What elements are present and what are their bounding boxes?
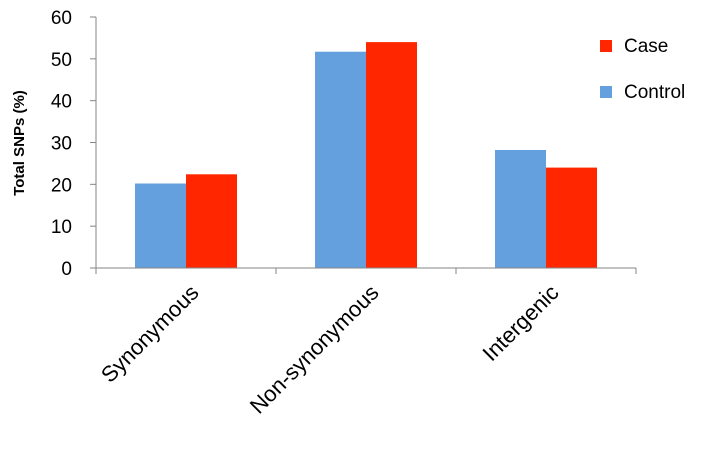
- y-tick-label: 60: [51, 8, 72, 29]
- bar-control-intergenic: [495, 150, 546, 268]
- bar-case-synonymous: [186, 174, 237, 268]
- legend-swatch: [600, 40, 612, 52]
- bar-case-intergenic: [546, 167, 597, 268]
- legend: Case Control: [600, 36, 685, 103]
- legend-label: Control: [624, 82, 685, 103]
- x-category-label: Intergenic: [478, 280, 564, 366]
- x-category-label: Synonymous: [96, 280, 204, 388]
- legend-label: Case: [624, 36, 668, 57]
- x-category-label: Non-synonymous: [245, 280, 384, 419]
- y-tick-label: 50: [51, 50, 72, 71]
- y-axis-title: Total SNPs (%): [11, 90, 28, 196]
- legend-swatch: [600, 86, 612, 98]
- plot-area: 0 10 20 30 40 50 60 Synonymous Non-synonymous Int…: [51, 8, 637, 419]
- y-tick-label: 40: [51, 92, 72, 113]
- y-tick-label: 30: [51, 134, 72, 155]
- y-tick-label: 10: [51, 217, 72, 238]
- bar-case-non-synonymous: [366, 42, 417, 268]
- bar-control-non-synonymous: [315, 51, 366, 269]
- bar-control-synonymous: [135, 183, 186, 268]
- y-tick-label: 0: [61, 259, 72, 280]
- y-tick-label: 20: [51, 175, 72, 196]
